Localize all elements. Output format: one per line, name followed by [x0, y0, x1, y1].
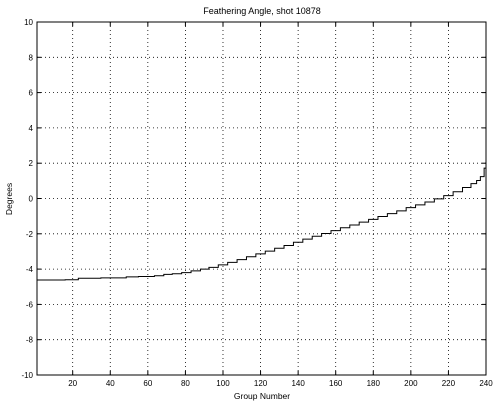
x-tick-label: 100 — [216, 379, 230, 388]
axis-ticks: 20 40 60 80 100 120 140 160 180 200 220 240-10-8-6-… — [21, 18, 493, 388]
y-tick-label: -4 — [26, 265, 34, 274]
y-tick-label: 0 — [29, 195, 34, 204]
y-tick-label: 8 — [29, 53, 34, 62]
y-tick-label: -10 — [21, 371, 33, 380]
y-tick-label: 4 — [29, 124, 34, 133]
x-tick-label: 200 — [404, 379, 418, 388]
x-tick-label: 60 — [143, 379, 152, 388]
x-tick-label: 220 — [442, 379, 456, 388]
y-tick-label: 6 — [29, 89, 34, 98]
grid — [37, 21, 487, 376]
y-tick-label: 10 — [24, 18, 33, 27]
x-tick-label: 80 — [181, 379, 190, 388]
y-tick-label: -2 — [26, 230, 34, 239]
x-tick-label: 140 — [291, 379, 305, 388]
x-tick-label: 240 — [479, 379, 493, 388]
y-axis-label: Degrees — [4, 183, 14, 215]
x-axis-label: Group Number — [234, 391, 290, 401]
chart-title: Feathering Angle, shot 10878 — [203, 6, 321, 16]
x-tick-label: 180 — [367, 379, 381, 388]
plot-frame — [36, 21, 487, 376]
y-tick-label: -8 — [26, 336, 34, 345]
plot-series — [37, 167, 486, 281]
x-tick-label: 120 — [254, 379, 268, 388]
series-line — [37, 167, 486, 281]
x-tick-label: 40 — [106, 379, 115, 388]
x-tick-label: 20 — [68, 379, 77, 388]
x-tick-label: 160 — [329, 379, 343, 388]
y-tick-label: 2 — [29, 159, 34, 168]
y-tick-label: -6 — [26, 300, 34, 309]
